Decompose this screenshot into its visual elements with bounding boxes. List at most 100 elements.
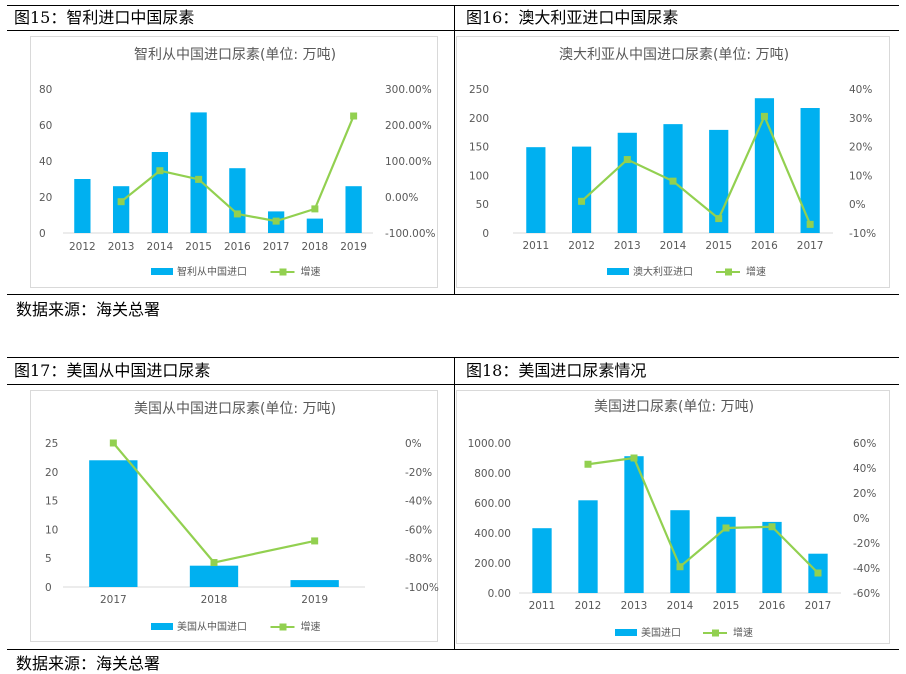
title-rule (7, 384, 899, 385)
bar (151, 152, 169, 233)
bottom-rule (7, 294, 899, 295)
source-note: 数据来源：海关总署 (16, 654, 161, 673)
legend-line-marker (712, 629, 719, 637)
growth-point (210, 559, 218, 567)
bar (578, 500, 598, 593)
chart-title: 美国进口尿素(单位: 万吨) (594, 399, 754, 415)
y-tick-label: 1000.00 (468, 438, 511, 450)
growth-point (350, 112, 358, 120)
bar (716, 516, 736, 593)
x-tick-label: 2013 (108, 241, 135, 253)
y2-tick-label: 0% (405, 438, 422, 450)
legend-line-marker (725, 268, 732, 276)
y2-tick-label: -80% (405, 553, 432, 565)
x-tick-label: 2012 (568, 240, 595, 252)
x-tick-label: 2015 (705, 240, 732, 252)
y-tick-label: 80 (39, 84, 52, 96)
growth-point (760, 112, 768, 120)
growth-point (311, 537, 319, 545)
y-tick-label: 150 (469, 142, 489, 154)
growth-point (233, 210, 241, 218)
x-tick-label: 2016 (224, 241, 251, 253)
bottom-rule (7, 649, 899, 650)
figure-15-label: 图15：智利进口中国尿素 (14, 8, 195, 27)
bar (112, 186, 130, 233)
x-tick-label: 2018 (302, 241, 329, 253)
x-tick-label: 2014 (667, 600, 694, 612)
y-tick-label: 250 (469, 84, 489, 96)
growth-point (195, 175, 203, 183)
y-tick-label: 0 (39, 228, 46, 240)
chart-title: 美国从中国进口尿素(单位: 万吨) (134, 401, 336, 417)
x-tick-label: 2011 (522, 240, 549, 252)
chart-15: 智利从中国进口尿素(单位: 万吨) 0 20 40 60 80 -100.00% 0.00% 1… (39, 47, 436, 278)
chart-16: 澳大利亚从中国进口尿素(单位: 万吨) 0 50 100 150 200 250 -10% 0%… (469, 47, 876, 278)
legend-bar-label: 美国进口 (641, 626, 681, 639)
bar (762, 521, 782, 593)
y-tick-label: 600.00 (474, 498, 511, 510)
y-tick-label: 100 (469, 170, 489, 182)
bar (571, 146, 592, 233)
chart-17: 美国从中国进口尿素(单位: 万吨) 0 5 10 15 20 25 -100% -80% -60%… (45, 401, 439, 633)
legend-bar-swatch (151, 623, 173, 630)
legend-line-label: 增速 (301, 620, 321, 633)
y-tick-label: 60 (39, 120, 52, 132)
chart-18: 美国进口尿素(单位: 万吨) 0.00 200.00 400.00 600.00 800.… (468, 399, 881, 639)
chart-panel-18: 美国进口尿素(单位: 万吨) 0.00 200.00 400.00 600.00 800.… (456, 390, 890, 644)
y-tick-label: 5 (45, 553, 52, 565)
chart-panel-15: 智利从中国进口尿素(单位: 万吨) 0 20 40 60 80 -100.00% 0.00% 1… (30, 36, 438, 288)
bar (190, 112, 207, 233)
legend-line-label: 增速 (301, 265, 321, 278)
y2-tick-label: 300.00% (385, 84, 432, 96)
y-tick-label: 40 (39, 156, 52, 168)
bar (624, 456, 644, 593)
y2-tick-label: -40% (853, 563, 880, 575)
x-tick-label: 2019 (301, 594, 328, 606)
growth-point (676, 563, 684, 571)
growth-line (580, 113, 812, 225)
title-rule (7, 30, 899, 31)
y-tick-label: 20 (45, 467, 58, 479)
y2-tick-label: 10% (849, 170, 872, 182)
legend-line-marker (279, 623, 287, 631)
growth-point (722, 524, 730, 532)
legend-bar-swatch (607, 268, 629, 275)
bar (670, 510, 690, 593)
y2-tick-label: -20% (853, 538, 880, 550)
source-note: 数据来源：海关总署 (16, 300, 161, 319)
y-tick-label: 200 (469, 113, 489, 125)
x-tick-label: 2016 (751, 240, 778, 252)
y2-tick-label: 20% (853, 488, 876, 500)
x-tick-label: 2015 (185, 241, 212, 253)
y-tick-label: 50 (476, 199, 489, 211)
growth-point (768, 523, 776, 531)
x-tick-label: 2014 (147, 241, 174, 253)
x-tick-label: 2011 (529, 600, 556, 612)
x-tick-label: 2017 (100, 594, 127, 606)
figure-16-label: 图16：澳大利亚进口中国尿素 (466, 8, 679, 27)
bar (290, 580, 339, 587)
y-tick-label: 400.00 (474, 528, 511, 540)
y-tick-label: 10 (45, 524, 58, 536)
y-tick-label: 0.00 (488, 588, 511, 600)
x-tick-label: 2018 (201, 594, 228, 606)
top-rule (7, 357, 899, 358)
column-divider (454, 5, 455, 294)
bar (74, 179, 91, 233)
legend-bar-label: 美国从中国进口 (177, 620, 247, 633)
legend-bar-label: 智利从中国进口 (177, 265, 247, 278)
y2-tick-label: 20% (849, 142, 872, 154)
figure-17-label: 图17：美国从中国进口尿素 (14, 361, 211, 380)
growth-point (623, 156, 631, 164)
growth-point (584, 460, 592, 468)
y2-tick-label: -20% (405, 467, 432, 479)
y2-tick-label: 40% (853, 463, 876, 475)
growth-point (117, 198, 125, 206)
y2-tick-label: -10% (849, 228, 876, 240)
bar (306, 218, 324, 233)
y2-tick-label: 200.00% (385, 120, 432, 132)
y-tick-label: 0 (45, 582, 52, 594)
y2-tick-label: -100.00% (385, 228, 436, 240)
growth-line (112, 442, 315, 564)
bar (229, 168, 246, 233)
